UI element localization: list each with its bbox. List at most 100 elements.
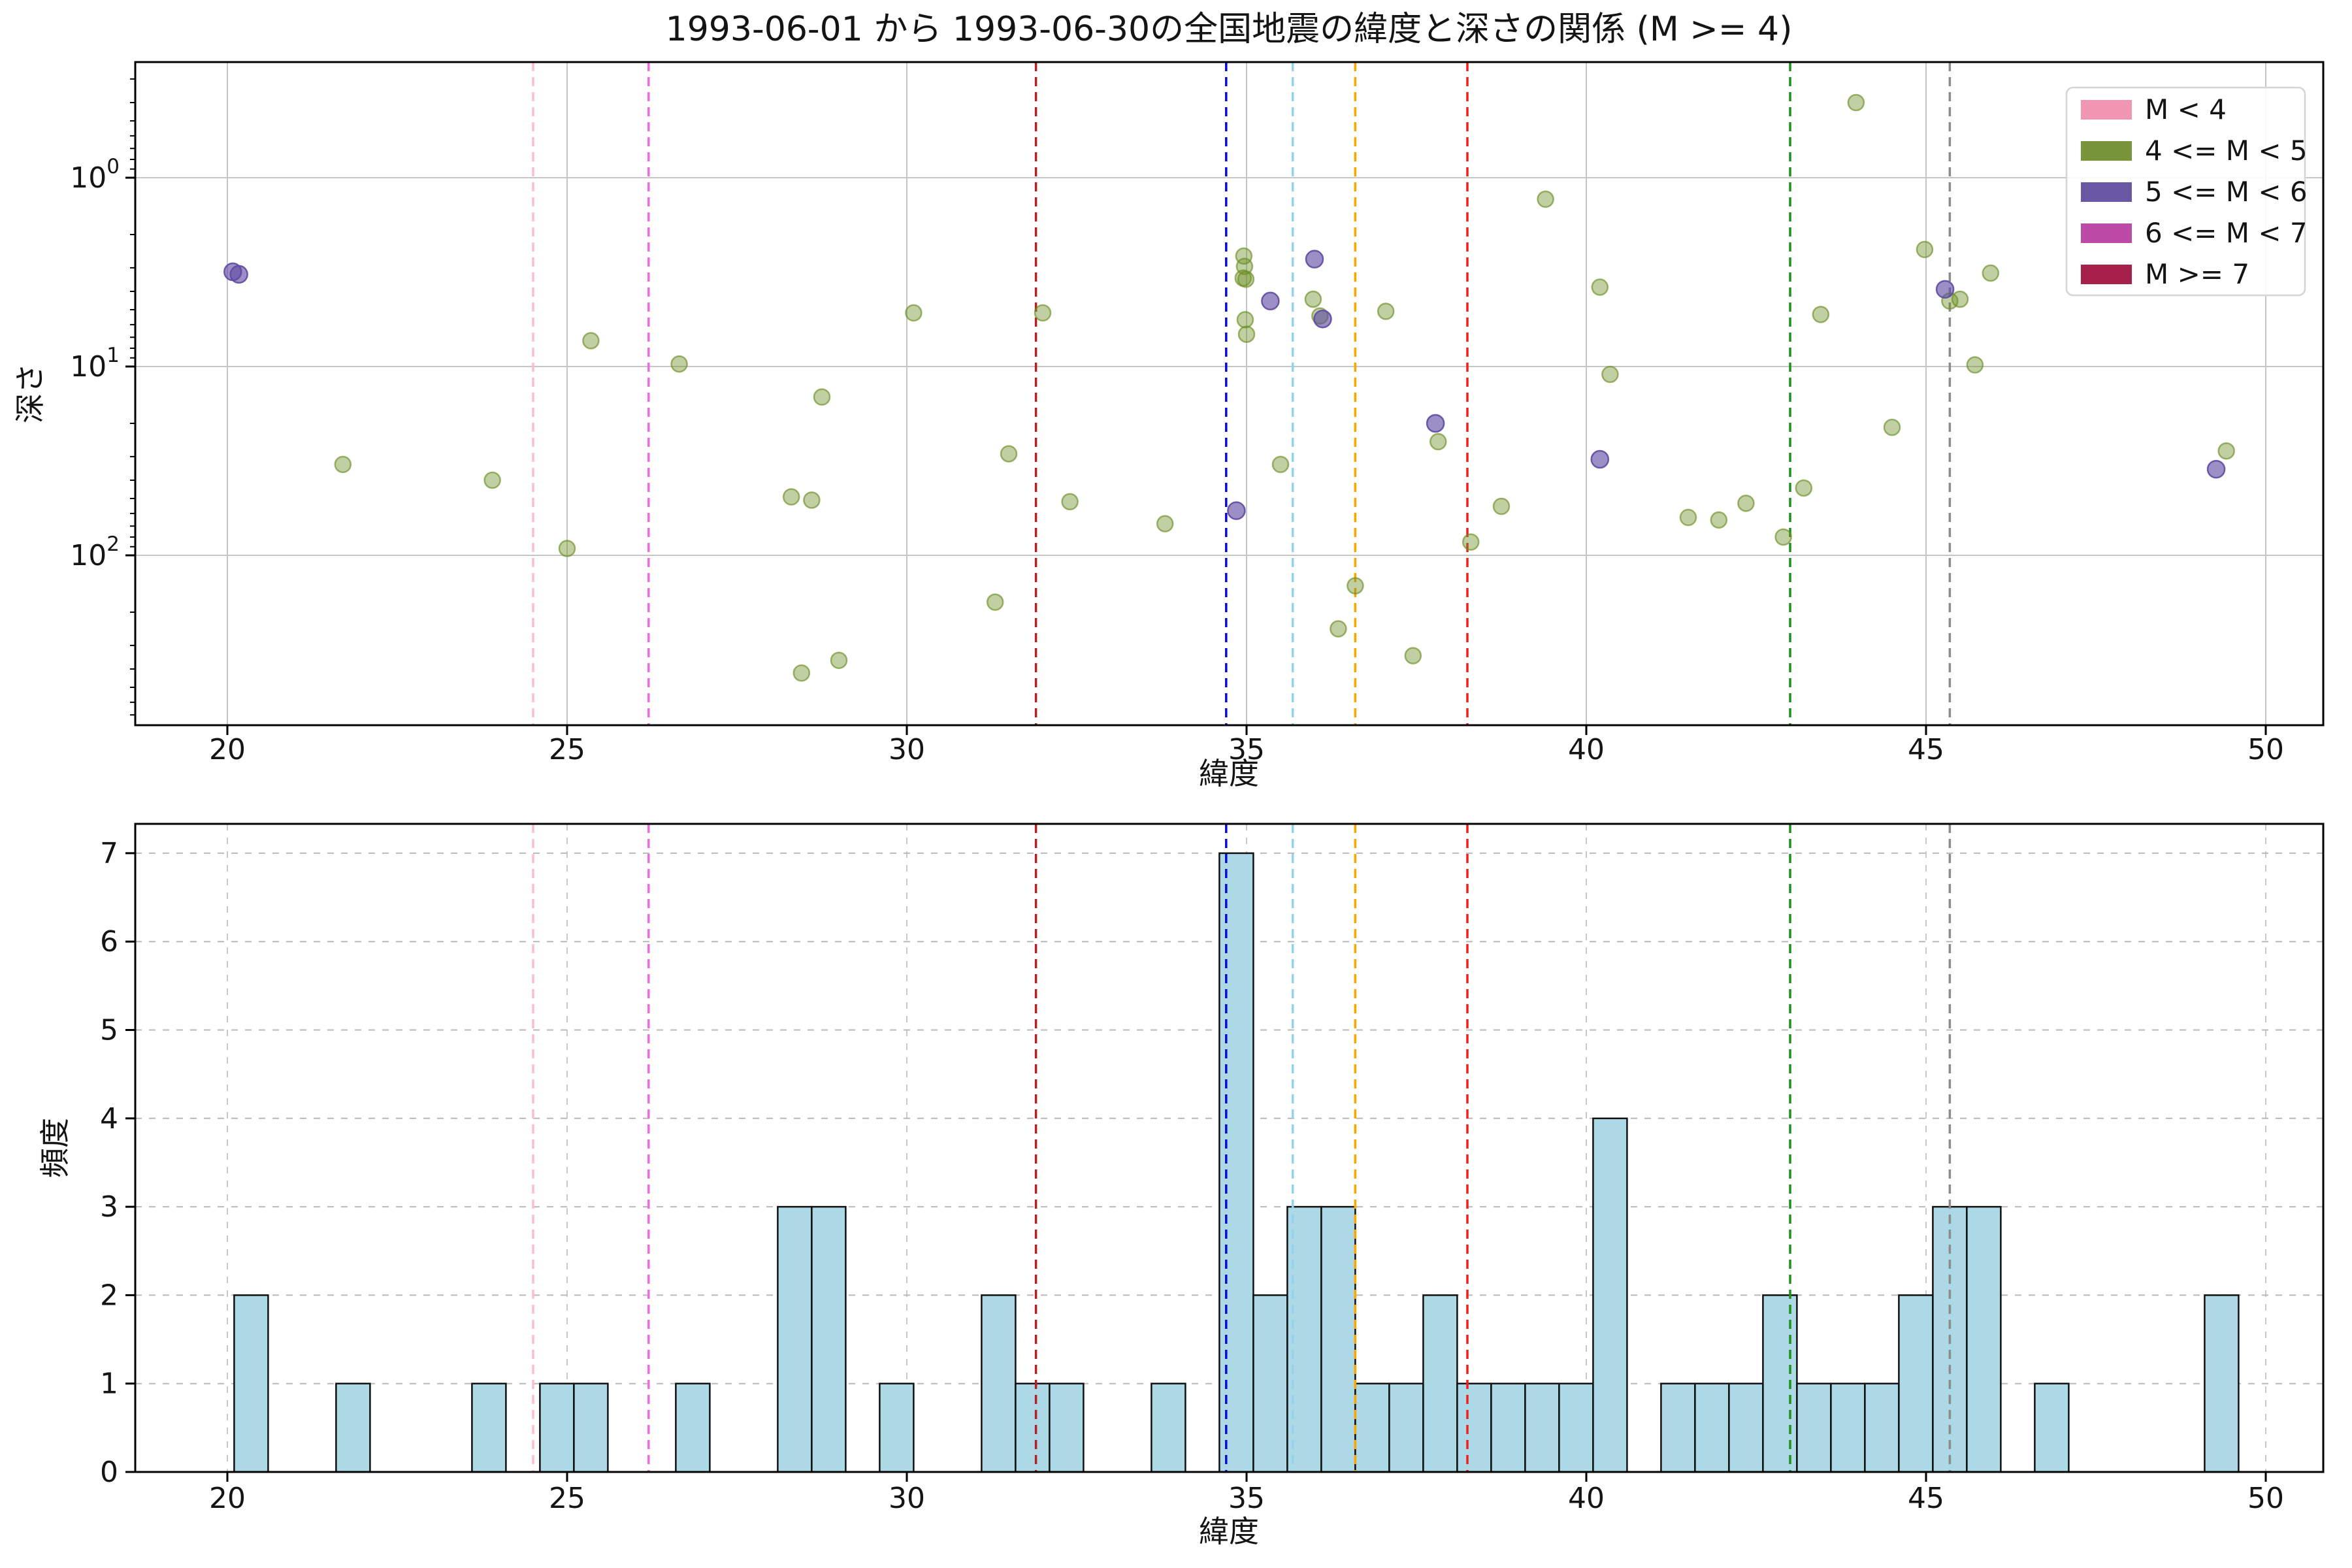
scatter-point-m4-5	[334, 455, 352, 474]
histogram-bar	[1694, 1382, 1730, 1473]
scatter-point-m4-5	[1061, 493, 1079, 511]
scatter-point-m4-5	[1847, 93, 1865, 112]
histogram-bar	[1966, 1205, 2002, 1473]
histogram-bar	[1762, 1294, 1798, 1473]
legend-swatch	[2081, 100, 2132, 120]
legend-label: 4 <= M < 5	[2145, 135, 2308, 167]
scatter-point-m4-5	[1883, 418, 1901, 436]
scatter-point-m5-6	[1313, 309, 1332, 329]
y-tick-label: 4	[100, 1102, 118, 1135]
legend-label: 6 <= M < 7	[2145, 217, 2308, 249]
histogram-bar	[1456, 1382, 1492, 1473]
scatter-yaxis-label: 深さ	[12, 363, 48, 423]
legend-swatch	[2081, 223, 2132, 243]
histogram-bar	[335, 1382, 371, 1473]
histogram-bar	[811, 1205, 847, 1473]
scatter-point-m4-5	[1330, 620, 1347, 638]
y-tick-label: 2	[100, 1279, 118, 1312]
histogram-bar	[1898, 1294, 1934, 1473]
scatter-point-m4-5	[1000, 445, 1018, 463]
scatter-point-m4-5	[582, 332, 600, 350]
histogram-bar	[1524, 1382, 1560, 1473]
scatter-point-m4-5	[670, 355, 688, 373]
scatter-point-m4-5	[1034, 304, 1052, 322]
histogram-bar	[1490, 1382, 1526, 1473]
histogram-bar	[1830, 1382, 1866, 1473]
histogram-bar	[1049, 1382, 1085, 1473]
y-tick-label: 3	[100, 1190, 118, 1224]
scatter-point-m4-5	[1237, 270, 1255, 288]
scatter-point-m5-6	[1305, 250, 1324, 269]
histogram-bar	[1728, 1382, 1764, 1473]
scatter-point-m4-5	[1774, 528, 1792, 546]
histogram-bar	[1592, 1117, 1628, 1473]
scatter-xaxis-label: 緯度	[1199, 756, 1259, 791]
scatter-point-m4-5	[1429, 433, 1447, 451]
x-tick-label: 50	[2247, 733, 2284, 766]
x-tick-label: 40	[1568, 1482, 1605, 1515]
scatter-point-m4-5	[803, 491, 821, 509]
scatter-point-m4-5	[1795, 479, 1813, 497]
histogram-yaxis-label: 頻度	[37, 1118, 73, 1178]
histogram-bar	[2034, 1382, 2070, 1473]
scatter-point-m4-5	[2217, 442, 2235, 460]
scatter-point-m4-5	[1537, 190, 1554, 208]
y-tick-label: 1	[100, 1367, 118, 1401]
histogram-bar	[2204, 1294, 2240, 1473]
y-tick-label: 102	[70, 532, 120, 572]
histogram-bar	[1558, 1382, 1594, 1473]
histogram-bar	[1151, 1382, 1186, 1473]
scatter-point-m5-6	[1935, 280, 1955, 299]
histogram-bar	[1218, 852, 1254, 1473]
scatter-point-m4-5	[1737, 495, 1755, 512]
legend-swatch	[2081, 265, 2132, 284]
scatter-point-m5-6	[2206, 459, 2226, 479]
scatter-point-m4-5	[813, 388, 831, 406]
scatter-point-m4-5	[1966, 356, 1984, 374]
scatter-point-m4-5	[986, 593, 1004, 611]
scatter-point-m4-5	[558, 540, 576, 557]
scatter-plot: 20 25 30 35 40 45 50 100 101 102	[70, 61, 2325, 766]
scatter-point-m4-5	[905, 304, 923, 322]
x-tick-label: 35	[1228, 733, 1265, 766]
scatter-point-m4-5	[1916, 240, 1934, 259]
histogram-bar	[1252, 1294, 1288, 1473]
scatter-point-m4-5	[792, 664, 811, 682]
scatter-point-m4-5	[1812, 306, 1830, 323]
legend-swatch	[2081, 141, 2132, 161]
x-tick-label: 30	[889, 733, 925, 766]
scatter-point-m4-5	[1377, 302, 1395, 320]
histogram-bar	[539, 1382, 575, 1473]
y-tick-label: 5	[100, 1014, 118, 1047]
histogram-bar	[1422, 1294, 1458, 1473]
x-tick-label: 30	[889, 1482, 925, 1515]
y-tick-label: 0	[100, 1456, 118, 1489]
scatter-point-m4-5	[1462, 533, 1480, 551]
histogram-plot-border	[134, 823, 2325, 1473]
scatter-point-m4-5	[1237, 325, 1256, 343]
x-tick-label: 40	[1568, 733, 1605, 766]
y-tick-label: 100	[70, 155, 120, 195]
scatter-point-m5-6	[1261, 291, 1280, 311]
histogram-bar	[981, 1294, 1017, 1473]
histogram-bar	[675, 1382, 711, 1473]
histogram-bar	[1320, 1205, 1356, 1473]
scatter-point-m5-6	[1426, 414, 1445, 433]
figure-title: 1993-06-01 から 1993-06-30の全国地震の緯度と深さの関係 (…	[666, 10, 1793, 49]
histogram-bar	[573, 1382, 609, 1473]
histogram-xaxis-label: 緯度	[1199, 1514, 1259, 1549]
legend-label: M >= 7	[2145, 258, 2249, 290]
scatter-point-m4-5	[1236, 311, 1254, 329]
scatter-point-m4-5	[1679, 508, 1697, 527]
scatter-point-m4-5	[1304, 290, 1322, 308]
histogram-bar	[879, 1382, 915, 1473]
x-tick-label: 35	[1228, 1482, 1265, 1515]
scatter-point-m4-5	[1492, 497, 1511, 515]
scatter-point-m4-5	[483, 471, 501, 489]
histogram-bar	[777, 1205, 813, 1473]
y-tick-label: 6	[100, 925, 118, 958]
scatter-point-m4-5	[1591, 278, 1609, 296]
scatter-point-m5-6	[229, 265, 248, 284]
y-tick-label: 7	[100, 837, 118, 870]
